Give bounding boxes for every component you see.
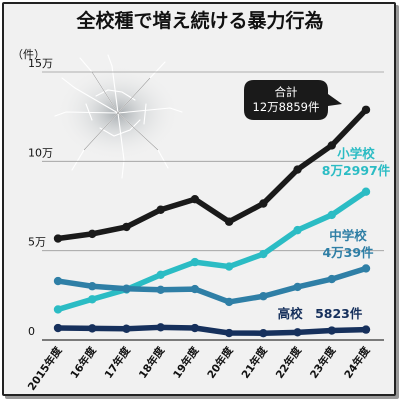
- y-axis-label: （件）: [12, 48, 45, 61]
- data-point: [293, 328, 302, 337]
- data-point: [293, 225, 302, 235]
- data-point: [190, 323, 200, 333]
- series-label-total: 合計: [275, 85, 298, 99]
- data-point: [327, 141, 336, 150]
- data-point: [224, 297, 234, 307]
- series-line-1: [55, 188, 369, 313]
- x-tick-label: 22年度: [273, 344, 304, 381]
- x-tick-label: 16年度: [68, 344, 99, 381]
- series-label-3: 高校 5823件: [278, 306, 363, 321]
- series-lines: [53, 105, 371, 338]
- chart-title: 全校種で増え続ける暴力行為: [76, 10, 324, 32]
- x-tick-label: 17年度: [102, 344, 133, 381]
- series-label-2: 4万39件: [322, 245, 374, 260]
- series-label-1: 小学校: [336, 146, 375, 161]
- x-tick-label: 19年度: [170, 344, 201, 381]
- data-point: [259, 199, 268, 208]
- data-point: [361, 264, 371, 273]
- data-point: [293, 282, 302, 292]
- data-point: [224, 217, 234, 226]
- x-tick-label: 20年度: [204, 344, 235, 381]
- y-tick-label: 10万: [28, 146, 53, 159]
- y-tick-label: 5万: [28, 236, 46, 249]
- series-line-0: [55, 107, 369, 242]
- data-point: [156, 323, 165, 332]
- data-point: [53, 234, 63, 243]
- data-point: [361, 325, 371, 334]
- data-point: [122, 324, 131, 333]
- data-point: [88, 324, 97, 333]
- data-point: [190, 195, 200, 204]
- data-point: [53, 276, 63, 286]
- data-point: [327, 326, 336, 335]
- data-point: [259, 329, 268, 338]
- data-point: [259, 292, 268, 301]
- data-point: [88, 229, 97, 239]
- grid-lines: [42, 71, 384, 341]
- data-point: [361, 187, 371, 196]
- data-point: [156, 205, 165, 214]
- series-label-total: 12万8859件: [253, 100, 320, 114]
- y-tick-label: 15万: [28, 57, 53, 70]
- data-point: [327, 210, 336, 220]
- series-line-3: [55, 324, 369, 336]
- x-tick-label: 21年度: [239, 344, 270, 381]
- x-tick-label: 2015年度: [25, 344, 65, 393]
- data-point: [53, 323, 63, 333]
- data-point: [259, 249, 268, 259]
- data-point: [122, 222, 131, 232]
- x-tick-label: 18年度: [136, 344, 167, 381]
- data-point: [327, 274, 336, 284]
- total-callout-bubble: [244, 80, 342, 120]
- series-line-2: [55, 265, 369, 305]
- cracked-glass-decoration: [54, 54, 183, 179]
- data-point: [156, 270, 165, 279]
- data-point: [293, 165, 302, 174]
- data-point: [224, 262, 234, 271]
- data-point: [190, 284, 200, 294]
- x-tick-label: 23年度: [307, 344, 338, 381]
- data-point: [122, 284, 131, 293]
- data-point: [361, 105, 371, 114]
- data-point: [88, 295, 97, 304]
- x-tick-label: 24年度: [341, 344, 372, 381]
- series-label-2: 中学校: [329, 228, 367, 243]
- y-tick-label: 0: [28, 325, 35, 338]
- data-point: [88, 282, 97, 291]
- data-point: [190, 257, 200, 267]
- data-point: [224, 328, 234, 338]
- data-point: [53, 305, 63, 314]
- data-point: [156, 285, 165, 294]
- series-label-1: 8万2997件: [322, 163, 391, 178]
